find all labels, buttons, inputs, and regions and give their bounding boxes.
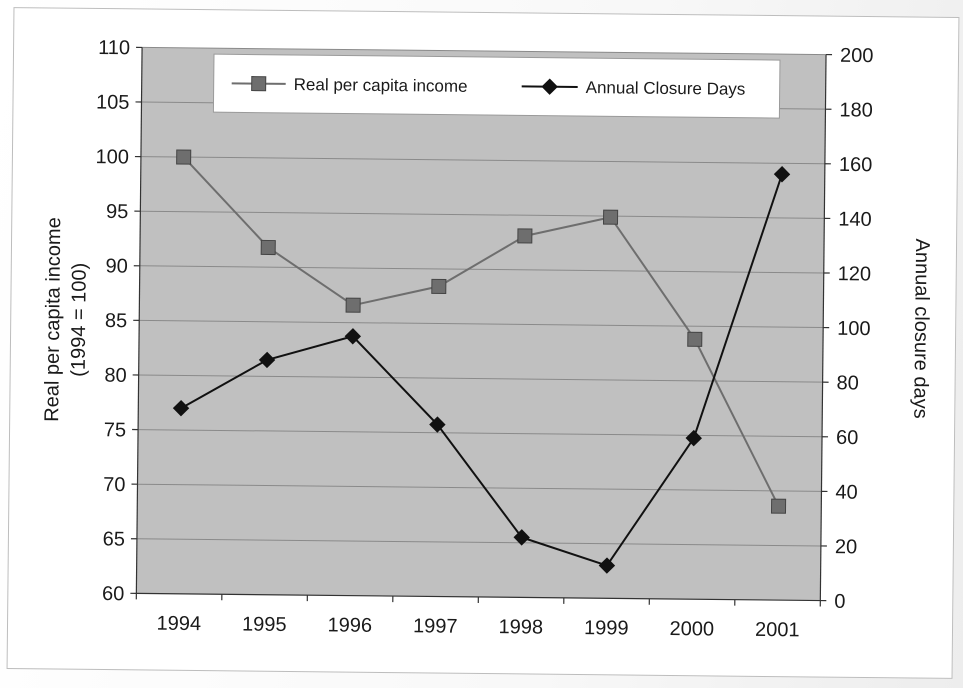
data-point xyxy=(429,416,446,433)
gridline xyxy=(139,319,824,329)
data-point xyxy=(685,429,702,447)
x-axis-tick-label: 1994 xyxy=(156,613,201,635)
legend-symbol-income xyxy=(231,76,286,92)
gridline xyxy=(142,46,827,56)
left-axis-tick-label: 60 xyxy=(102,583,124,605)
x-axis-tick-label: 1996 xyxy=(327,614,372,636)
right-axis-label: Annual closure days xyxy=(909,238,933,418)
right-axis-tick-label: 40 xyxy=(835,481,857,503)
left-axis-tick-label: 105 xyxy=(96,92,130,114)
left-axis-tick-label: 110 xyxy=(98,37,130,59)
gridline xyxy=(140,210,825,219)
left-axis-tick-label: 100 xyxy=(95,146,129,168)
right-axis-tick-label: 120 xyxy=(838,263,872,285)
chart-frame: 60 65 70 75 80 85 90 95 100 105 110 0 20 40 60 80 100 12… xyxy=(6,7,960,679)
legend-symbol-closure xyxy=(521,78,578,95)
gridline xyxy=(138,429,823,438)
x-axis-tick-label: 1999 xyxy=(584,617,629,639)
right-axis-tick-label: 180 xyxy=(839,99,873,121)
left-axis-tick-label: 95 xyxy=(106,201,128,223)
left-axis-tick-label: 70 xyxy=(103,474,125,496)
data-point xyxy=(770,498,787,514)
right-axis-tick-labels: 0 20 40 60 80 100 120 140 160 180 200 xyxy=(834,45,873,613)
data-point xyxy=(344,328,362,345)
x-axis-tick-label: 1998 xyxy=(498,616,543,638)
gridline xyxy=(139,265,824,274)
right-axis-tick-label: 20 xyxy=(835,536,857,558)
left-axis-tick-label: 90 xyxy=(105,255,127,277)
gridline xyxy=(136,538,821,547)
data-point xyxy=(345,297,361,313)
data-point xyxy=(517,228,533,244)
right-axis-tick-label: 200 xyxy=(840,45,874,67)
x-axis-tick-label: 1995 xyxy=(242,613,287,635)
data-point xyxy=(513,529,530,546)
data-point xyxy=(172,399,190,417)
series-line xyxy=(182,156,780,507)
left-axis-tick-labels: 60 65 70 75 80 85 90 95 100 105 110 xyxy=(95,37,130,605)
legend-label-closure: Annual Closure Days xyxy=(586,78,746,99)
data-point xyxy=(258,351,276,369)
gridline xyxy=(137,483,822,492)
data-point xyxy=(176,149,192,165)
left-axis-tick-label: 75 xyxy=(104,419,126,441)
legend-box xyxy=(212,53,781,119)
series-line xyxy=(180,173,783,567)
data-point xyxy=(260,239,276,256)
legend-marker xyxy=(251,76,267,92)
left-axis-tick-label: 65 xyxy=(103,528,125,550)
left-axis-label-line-2: (1994 = 100) xyxy=(68,263,91,377)
left-axis-tick-label: 85 xyxy=(105,310,127,332)
right-axis-tick-label: 0 xyxy=(834,591,845,613)
legend-marker xyxy=(541,78,558,95)
left-axis-label-line-1: Real per capita income xyxy=(41,217,65,422)
series-layer xyxy=(172,149,791,574)
x-axis-tick-labels: 1994 1995 1996 1997 1998 1999 2000 2001 xyxy=(156,613,799,642)
right-axis-tick-label: 80 xyxy=(836,372,858,394)
data-point xyxy=(773,166,791,183)
x-axis-tick-label: 2001 xyxy=(755,619,800,641)
x-axis-tick-label: 2000 xyxy=(669,618,714,640)
x-axis-tick-label: 1997 xyxy=(413,615,458,637)
right-axis-tick-label: 140 xyxy=(838,209,872,231)
right-axis-tick-label: 160 xyxy=(839,154,873,176)
dual-axis-line-chart: 60 65 70 75 80 85 90 95 100 105 110 0 20 40 60 80 100 12… xyxy=(41,37,933,642)
series-closure-days xyxy=(172,166,791,574)
data-point xyxy=(602,209,619,225)
data-point xyxy=(431,278,447,294)
axes xyxy=(130,46,833,607)
legend-label-income: Real per capita income xyxy=(294,75,468,96)
series-income xyxy=(176,149,787,514)
legend: Real per capita income Annual Closure Da… xyxy=(212,53,781,119)
right-axis-tick-label: 100 xyxy=(837,318,871,340)
gridline xyxy=(140,156,825,165)
right-axis-tick-label: 60 xyxy=(836,427,858,449)
data-point xyxy=(598,557,616,574)
left-axis-tick-label: 80 xyxy=(104,365,126,387)
gridline xyxy=(138,374,823,383)
data-point xyxy=(687,331,703,347)
